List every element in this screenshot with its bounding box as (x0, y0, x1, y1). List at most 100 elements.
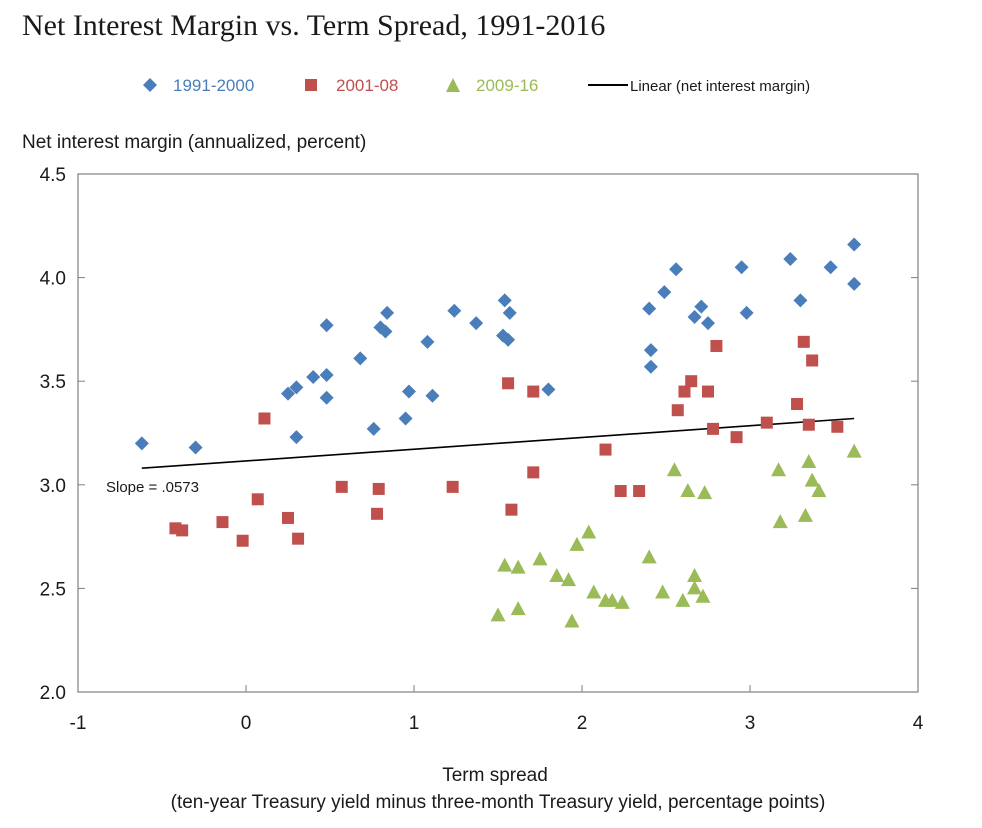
data-point-2009-16 (846, 443, 862, 458)
legend-label-2009-16: 2009-16 (476, 76, 538, 95)
data-point-2001-08 (633, 485, 646, 498)
data-point-1991-2000 (701, 316, 715, 331)
data-point-2009-16 (586, 584, 602, 599)
data-point-2001-08 (251, 493, 264, 506)
data-point-2001-08 (527, 466, 540, 479)
legend-item-linear: Linear (net interest margin) (588, 78, 810, 95)
data-point-2009-16 (532, 551, 548, 566)
data-point-2001-08 (802, 418, 815, 431)
x-tick-label: 4 (913, 713, 924, 734)
data-point-2009-16 (655, 584, 671, 599)
data-point-2001-08 (791, 397, 804, 410)
data-point-1991-2000 (353, 351, 368, 366)
data-point-1991-2000 (134, 436, 149, 451)
legend: 1991-2000 2001-08 2009-16 Linear (net in… (143, 76, 810, 95)
data-point-2009-16 (811, 483, 827, 498)
data-point-2001-08 (292, 532, 305, 545)
data-point-1991-2000 (541, 382, 556, 397)
x-axis-label: Term spread (442, 765, 548, 786)
data-point-2009-16 (771, 462, 787, 477)
data-point-1991-2000 (734, 260, 749, 275)
x-tick-label: 1 (409, 713, 420, 734)
legend-item-2009-16: 2009-16 (446, 76, 538, 95)
data-point-1991-2000 (319, 318, 334, 333)
data-point-1991-2000 (401, 384, 416, 399)
data-points (134, 237, 862, 628)
data-point-2001-08 (760, 416, 773, 429)
legend-label-linear: Linear (net interest margin) (630, 78, 810, 95)
data-point-2001-08 (335, 480, 348, 493)
data-point-2001-08 (671, 404, 684, 417)
data-point-1991-2000 (847, 237, 862, 252)
data-point-1991-2000 (289, 380, 304, 395)
data-point-2001-08 (446, 480, 459, 493)
data-point-1991-2000 (319, 367, 334, 382)
data-point-2001-08 (702, 385, 714, 398)
legend-label-1991-2000: 1991-2000 (173, 76, 254, 95)
data-point-2001-08 (372, 482, 385, 495)
trendline (141, 417, 855, 470)
data-point-1991-2000 (425, 388, 440, 403)
data-point-2009-16 (675, 592, 691, 607)
y-tick-label: 4.5 (40, 165, 66, 186)
data-point-2009-16 (680, 483, 696, 498)
data-point-1991-2000 (643, 359, 658, 374)
data-point-2009-16 (801, 454, 817, 469)
data-point-2009-16 (695, 588, 711, 603)
legend-label-2001-08: 2001-08 (336, 76, 398, 95)
legend-item-1991-2000: 1991-2000 (143, 76, 254, 95)
data-point-2001-08 (502, 377, 515, 390)
data-point-2009-16 (614, 594, 630, 609)
data-point-2009-16 (797, 507, 813, 522)
legend-item-2001-08: 2001-08 (305, 76, 398, 95)
data-point-1991-2000 (188, 440, 203, 455)
legend-marker-diamond (143, 78, 157, 92)
data-point-2009-16 (569, 536, 585, 551)
data-point-1991-2000 (687, 309, 702, 324)
data-point-2001-08 (685, 375, 698, 388)
y-tick-label: 3.5 (40, 372, 66, 393)
data-point-2009-16 (561, 572, 577, 587)
data-point-2001-08 (216, 516, 229, 529)
data-point-1991-2000 (643, 343, 658, 358)
x-tick-label: 3 (745, 713, 756, 734)
data-point-2009-16 (549, 567, 565, 582)
y-axis-label: Net interest margin (annualized, percent… (22, 132, 366, 153)
data-point-2001-08 (371, 507, 384, 520)
data-point-2001-08 (614, 485, 627, 498)
data-point-2009-16 (604, 592, 620, 607)
data-point-1991-2000 (319, 390, 334, 405)
data-point-2009-16 (666, 462, 682, 477)
data-point-2001-08 (527, 385, 540, 398)
data-point-1991-2000 (783, 251, 798, 266)
x-tick-label: 0 (241, 713, 252, 734)
data-point-2009-16 (641, 549, 657, 564)
data-point-1991-2000 (793, 293, 808, 308)
data-point-2001-08 (797, 335, 810, 348)
data-point-2001-08 (710, 339, 723, 352)
data-point-2001-08 (236, 534, 249, 547)
data-point-1991-2000 (657, 285, 672, 300)
data-point-1991-2000 (669, 262, 684, 277)
slope-annotation: Slope = .0573 (106, 479, 199, 496)
legend-marker-triangle (446, 78, 460, 92)
plot-area (77, 173, 919, 693)
data-point-1991-2000 (502, 305, 517, 320)
data-point-2009-16 (510, 601, 526, 616)
data-point-1991-2000 (420, 334, 435, 349)
data-point-2009-16 (581, 524, 597, 539)
data-point-2001-08 (176, 524, 189, 537)
data-point-2001-08 (599, 443, 612, 456)
data-point-1991-2000 (366, 421, 381, 436)
data-point-2001-08 (505, 503, 518, 516)
trendline-layer (141, 417, 855, 470)
data-point-2001-08 (806, 354, 819, 367)
legend-marker-square (305, 79, 317, 91)
data-point-1991-2000 (497, 293, 512, 308)
data-point-1991-2000 (694, 299, 709, 314)
data-point-1991-2000 (380, 305, 395, 320)
data-point-2009-16 (804, 472, 820, 487)
data-point-2001-08 (707, 422, 720, 435)
data-point-1991-2000 (398, 411, 413, 426)
data-point-1991-2000 (847, 276, 862, 291)
